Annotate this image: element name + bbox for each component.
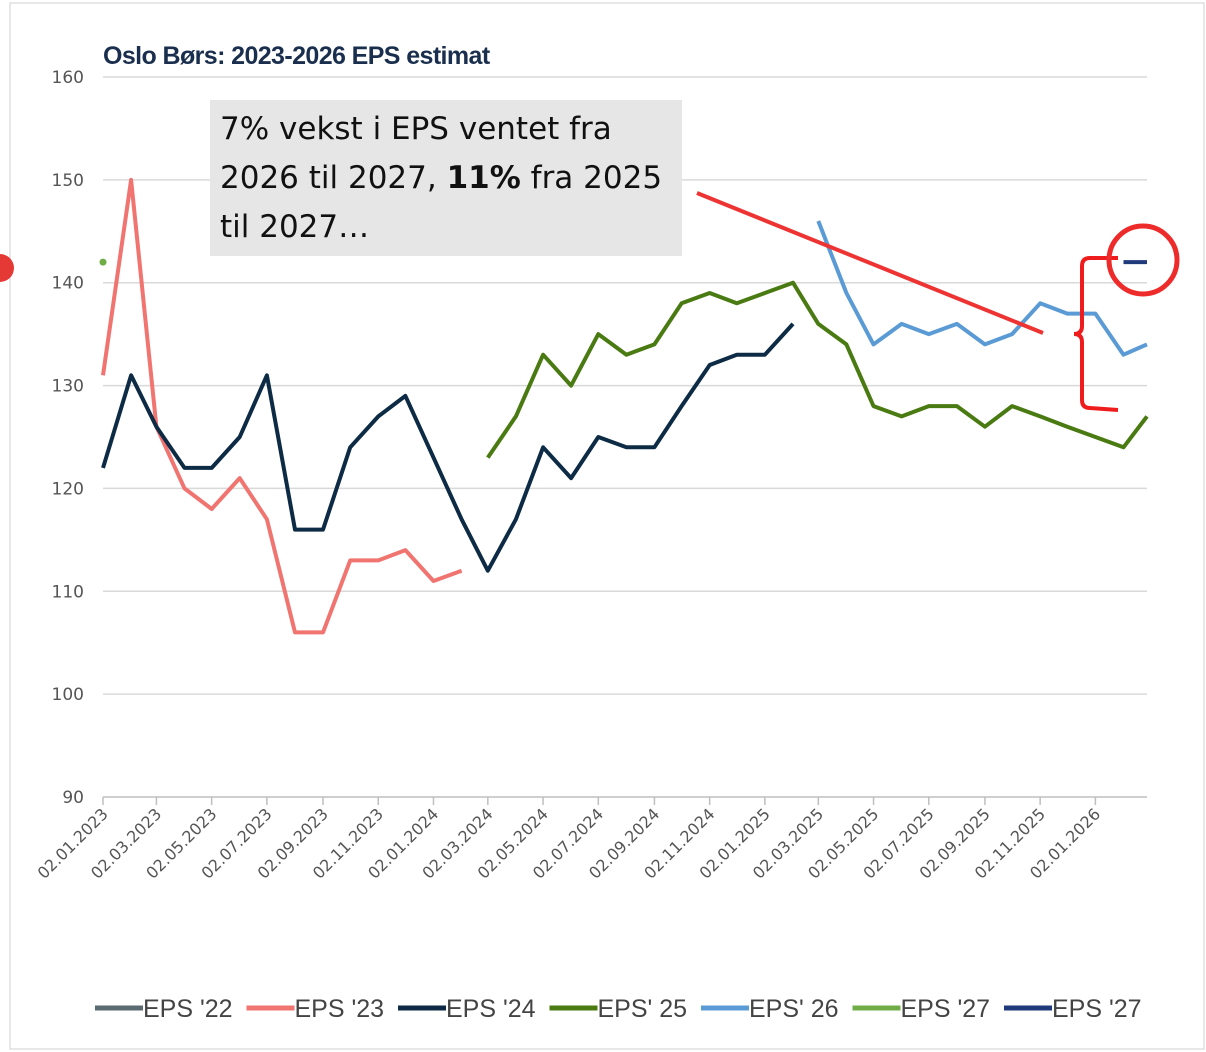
annotation-text: fra 2025 til 2027…: [220, 160, 663, 245]
series-line: [816, 220, 1148, 357]
y-tick-label: 160: [52, 68, 84, 88]
annotation: 7% vekst i EPS ventet fra 2026 til 2027,…: [210, 100, 682, 256]
y-tick-label: 150: [52, 171, 84, 191]
series-point: [99, 258, 107, 266]
legend-label: EPS' 25: [598, 995, 688, 1023]
legend-label: EPS '22: [143, 995, 233, 1023]
y-tick-label: 100: [52, 685, 84, 705]
highlight-circle: [1106, 223, 1180, 297]
series-line: [486, 280, 1149, 459]
legend-label: EPS '24: [446, 995, 536, 1023]
legend-label: EPS '27: [901, 995, 991, 1023]
y-tick-label: 110: [52, 582, 84, 602]
pointer-line: [696, 191, 1044, 335]
y-tick-label: 90: [62, 788, 84, 808]
annotation-text: 7% vekst i EPS ventet fra 2026 til 2027,: [220, 111, 612, 196]
chart-title: Oslo Børs: 2023-2026 EPS estimat: [103, 42, 491, 70]
series-line: [101, 322, 795, 573]
annotation-bold: 11%: [446, 160, 521, 196]
legend-label: EPS '23: [295, 995, 385, 1023]
frame: [9, 2, 1205, 1050]
highlight-dot: [0, 254, 14, 282]
legend-label: EPS' 26: [749, 995, 839, 1023]
brace: [1073, 256, 1119, 412]
legend-label: EPS '27: [1052, 995, 1142, 1023]
y-tick-label: 120: [52, 479, 84, 499]
y-tick-label: 130: [52, 377, 84, 397]
y-tick-label: 140: [52, 274, 84, 294]
